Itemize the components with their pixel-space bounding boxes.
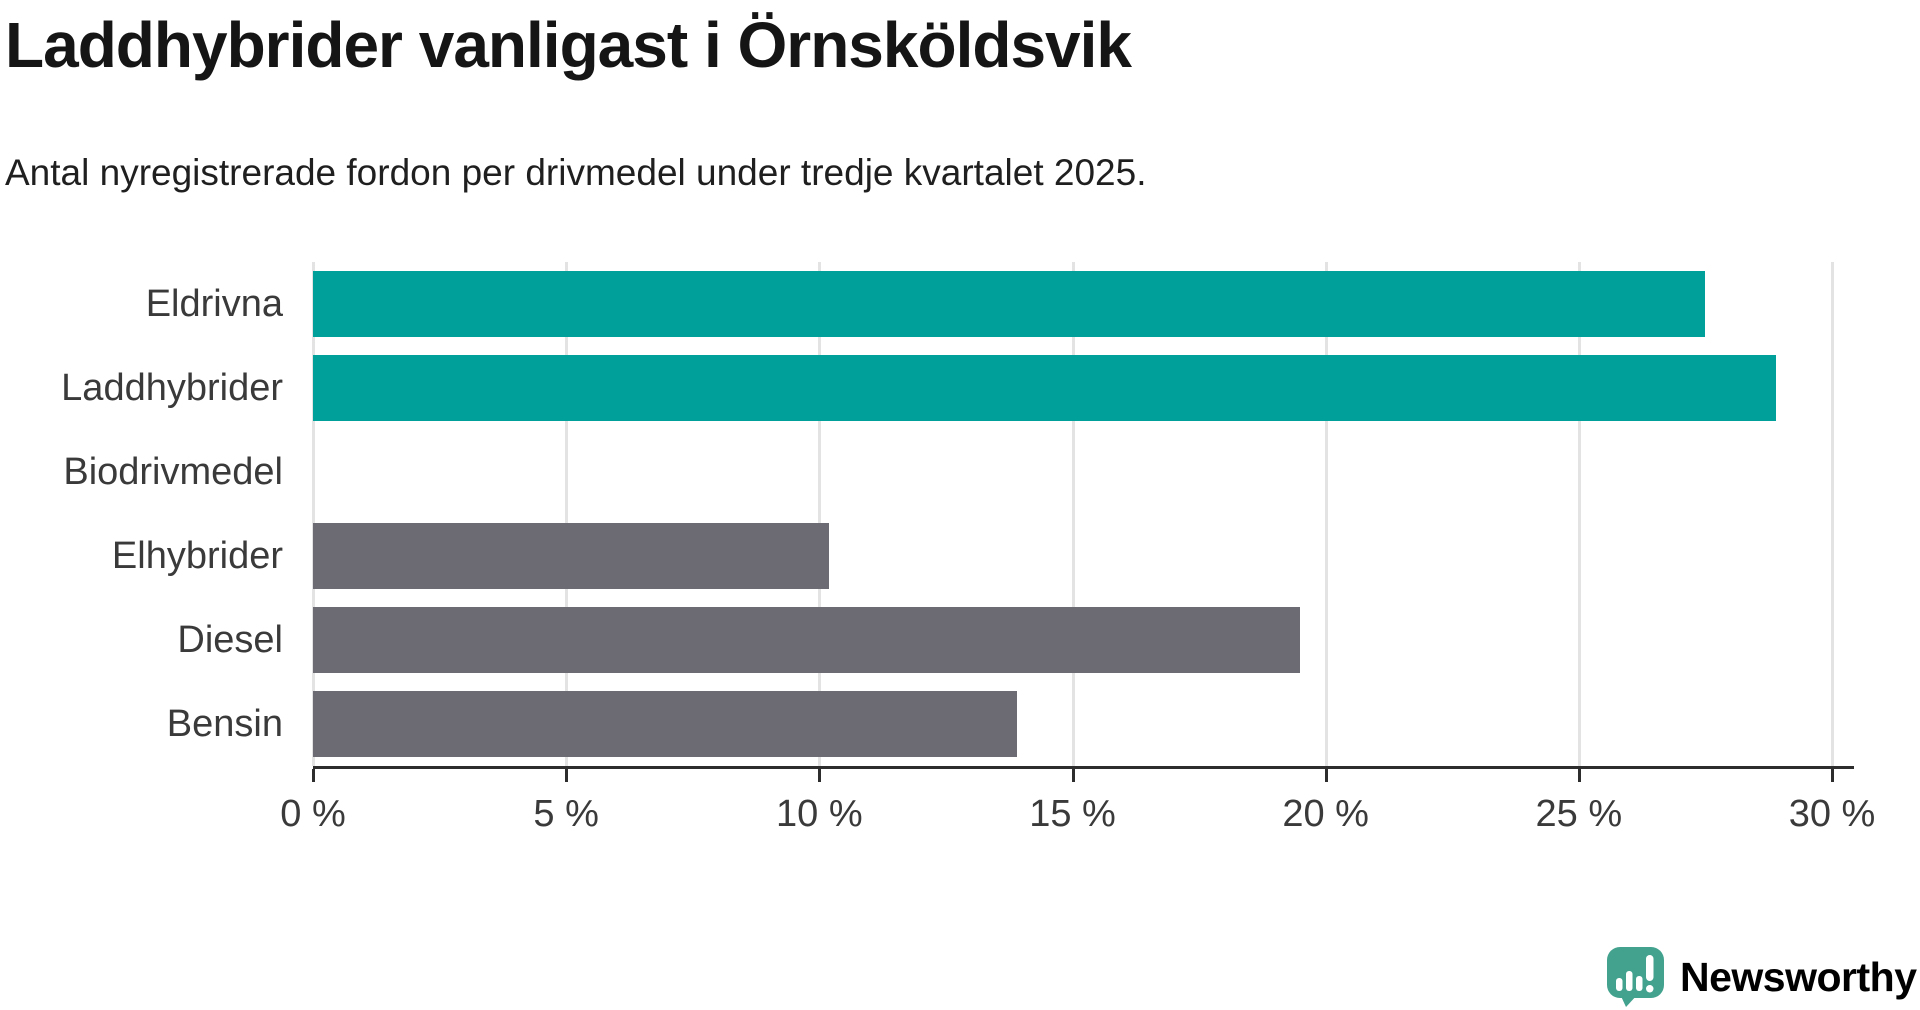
bar-eldrivna	[313, 271, 1706, 337]
x-tick-label-10: 10 %	[776, 793, 863, 835]
bar-row-laddhybrider: Laddhybrider	[61, 346, 1832, 430]
category-label-laddhybrider: Laddhybrider	[61, 366, 283, 409]
x-tick-label-15: 15 %	[1029, 793, 1116, 835]
x-tick-0	[312, 769, 315, 782]
gridline-10	[818, 262, 822, 766]
category-label-bensin: Bensin	[166, 702, 283, 745]
gridline-20	[1324, 262, 1328, 766]
bar-laddhybrider	[313, 355, 1777, 421]
category-label-diesel: Diesel	[177, 618, 283, 661]
bar-row-elhybrider: Elhybrider	[112, 514, 1832, 598]
newsworthy-chart-bubble-icon	[1607, 947, 1664, 1007]
x-tick-label-0: 0 %	[280, 793, 346, 835]
gridline-5	[565, 262, 569, 766]
gridline-30	[1831, 262, 1834, 766]
newsworthy-wordmark: Newsworthy	[1680, 953, 1917, 1000]
chart-title: Laddhybrider vanligast i Örnsköldsvik	[5, 9, 1132, 81]
x-tick-label-30: 30 %	[1788, 793, 1876, 835]
x-tick-20	[1324, 769, 1328, 782]
x-tick-10	[818, 769, 822, 782]
category-label-eldrivna: Eldrivna	[145, 282, 283, 325]
bar-row-eldrivna: Eldrivna	[146, 262, 1832, 346]
x-tick-label-25: 25 %	[1535, 793, 1623, 835]
gridline-15	[1071, 262, 1075, 766]
x-tick-15	[1071, 769, 1075, 782]
bar-row-biodrivmedel: Biodrivmedel	[63, 430, 1832, 514]
bar-elhybrider	[313, 523, 830, 589]
category-label-elhybrider: Elhybrider	[111, 534, 283, 577]
gridline-25	[1577, 262, 1581, 766]
bar-row-bensin: Bensin	[167, 682, 1832, 766]
chart-subtitle: Antal nyregistrerade fordon per drivmede…	[5, 152, 1147, 193]
x-axis-line	[313, 766, 1854, 769]
bar-row-diesel: Diesel	[177, 598, 1832, 682]
bar-bensin	[313, 691, 1017, 757]
category-label-biodrivmedel: Biodrivmedel	[63, 450, 283, 493]
newsworthy-logo: Newsworthy	[1606, 946, 1917, 1008]
plot-area: Eldrivna Laddhybrider Biodrivmedel Elhybrid…	[61, 262, 1834, 766]
x-tick-25	[1577, 769, 1581, 782]
gridline-0	[312, 262, 315, 766]
x-tick-30	[1831, 769, 1834, 782]
x-tick-label-20: 20 %	[1282, 793, 1369, 835]
x-tick-label-5: 5 %	[533, 793, 599, 835]
x-tick-5	[565, 769, 569, 782]
bar-diesel	[313, 607, 1301, 673]
